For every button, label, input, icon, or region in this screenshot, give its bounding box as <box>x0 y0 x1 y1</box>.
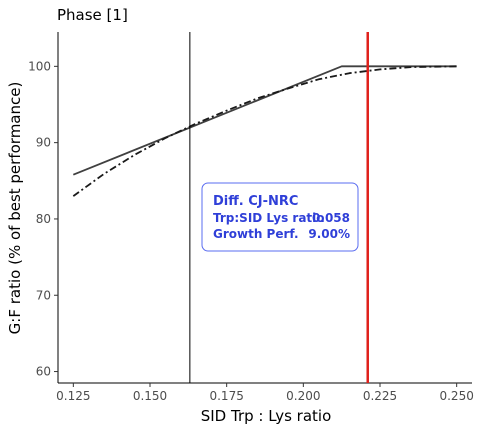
y-tick-label: 90 <box>36 136 51 150</box>
y-tick-label: 80 <box>36 212 51 226</box>
x-tick-label: 0.175 <box>209 389 243 403</box>
annotation-title: Diff. CJ-NRC <box>213 194 298 209</box>
x-tick-label: 0.250 <box>439 389 473 403</box>
series-line-1 <box>72 65 457 176</box>
annotation-box: Diff. CJ-NRC Trp:SID Lys ratio 0.058 Gro… <box>201 182 359 252</box>
series-line-2 <box>72 65 457 197</box>
y-axis-title: G:F ratio (% of best performance) <box>6 82 24 335</box>
plot-panel: 0.125 0.150 0.175 0.200 0.225 0.250 60 70 80 90 1… <box>28 32 474 403</box>
x-tick-label: 0.150 <box>133 389 167 403</box>
y-tick-label: 70 <box>36 288 51 302</box>
y-ticks: 60 70 80 90 100 <box>28 59 58 379</box>
y-tick-label: 100 <box>28 59 51 73</box>
x-ticks: 0.125 0.150 0.175 0.200 0.225 0.250 <box>56 383 474 403</box>
annotation-frame <box>201 182 359 252</box>
vline-layer <box>189 32 369 383</box>
annotation-row-value: 9.00% <box>308 227 350 241</box>
x-tick-label: 0.200 <box>286 389 320 403</box>
y-tick-label: 60 <box>36 365 51 379</box>
x-tick-label: 0.225 <box>363 389 397 403</box>
annotation-row-label: Growth Perf. <box>213 227 299 241</box>
annotation-row-label: Trp:SID Lys ratio <box>213 211 325 225</box>
x-tick-label: 0.125 <box>56 389 90 403</box>
chart-title: Phase [1] <box>57 6 128 24</box>
x-axis-title: SID Trp : Lys ratio <box>201 407 332 425</box>
series-layer <box>72 65 457 197</box>
annotation-row-value: 0.058 <box>312 211 350 225</box>
